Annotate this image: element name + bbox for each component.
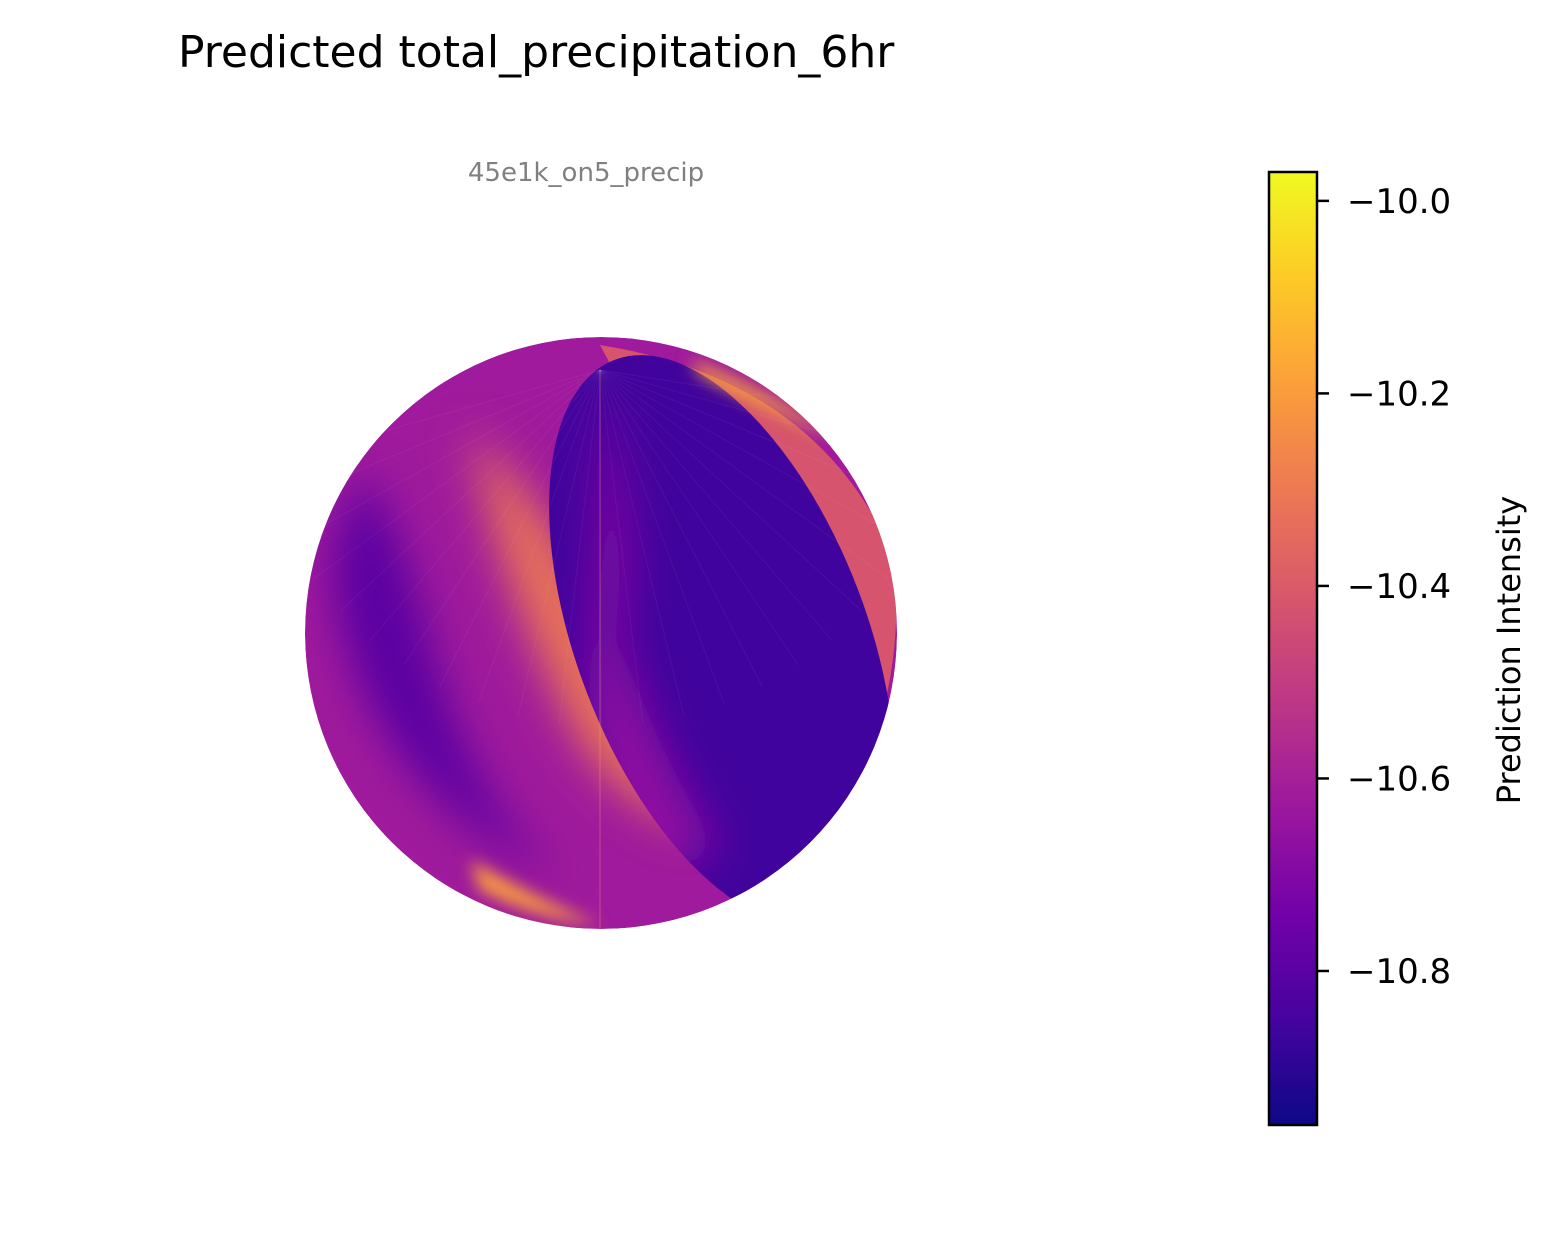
western-dark-band <box>330 470 560 880</box>
colorbar-tick-label: −10.8 <box>1347 952 1451 992</box>
meridian-line <box>517 369 601 716</box>
meridian-line <box>339 369 601 612</box>
meridian-line <box>599 369 799 666</box>
meridian-line <box>313 369 601 580</box>
meridian-line <box>599 369 833 641</box>
meridian-line <box>599 369 644 723</box>
meridian-line <box>403 369 601 666</box>
meridian-line <box>599 369 602 726</box>
colorbar-tick-label: −10.0 <box>1347 182 1451 222</box>
colorbar-tick-label: −10.4 <box>1347 567 1451 607</box>
meridian-line <box>599 369 889 580</box>
meridian-line <box>599 369 725 704</box>
globe-map <box>305 337 897 929</box>
meridian-line <box>599 369 763 687</box>
meridian-line <box>369 369 601 641</box>
meridian-line <box>599 369 685 716</box>
southern-rim-streak <box>470 860 600 925</box>
colorbar: −10.0 −10.2 −10.4 −10.6 −10.8 Prediction Int… <box>1267 170 1528 1127</box>
colorbar-label: Prediction Intensity <box>1490 496 1528 804</box>
meridian-line <box>558 369 601 723</box>
northeast-rim-streak <box>690 360 835 440</box>
chart-title: Predicted total_precipitation_6hr <box>178 27 895 78</box>
meridian-line <box>477 369 601 704</box>
colorbar-frame <box>1267 170 1319 1127</box>
meridian-line <box>305 369 601 544</box>
colorbar-fill <box>1269 172 1317 1125</box>
meridian-line <box>599 369 897 544</box>
ellipse-swirl <box>588 380 720 880</box>
colorbar-tick-label: −10.6 <box>1347 759 1451 799</box>
chart-subtitle: 45e1k_on5_precip <box>468 158 704 188</box>
meridian-line <box>599 369 863 612</box>
meridian-line <box>439 369 601 687</box>
colorbar-tick-label: −10.2 <box>1347 374 1451 414</box>
